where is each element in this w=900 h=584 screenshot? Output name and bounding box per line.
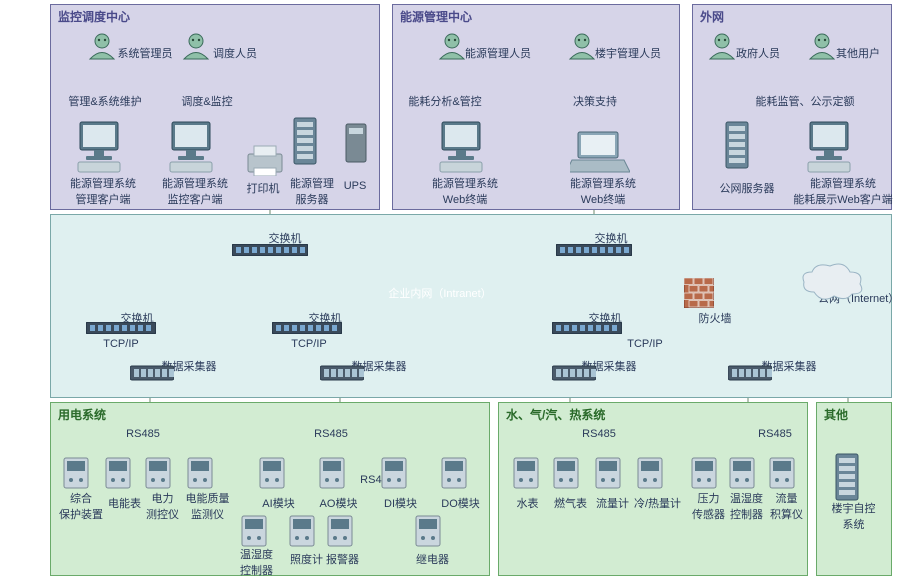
text-label: 能源管理系统Web终端 [558, 175, 648, 207]
text-label: 能源管理系统监控客户端 [150, 175, 240, 207]
text-label: DI模块 [378, 495, 423, 511]
text-label: 其他用户 [828, 45, 888, 61]
device-icon [594, 456, 622, 490]
device-icon [636, 456, 664, 490]
device-icon [326, 514, 354, 548]
text-label: 调度&监控 [172, 93, 242, 109]
device-icon [728, 456, 756, 490]
text-label: 能源管理系统Web终端 [420, 175, 510, 207]
text-label: 管理&系统维护 [60, 93, 150, 109]
text-label: 能源管理系统能耗展示Web客户端 [788, 175, 898, 207]
device-icon [440, 456, 468, 490]
switch-icon [272, 322, 342, 334]
printer-icon [246, 144, 284, 176]
device-icon [62, 456, 90, 490]
data-collector-icon [552, 362, 596, 382]
text-label: 水表 [510, 495, 545, 511]
text-label: RS485 [306, 428, 356, 440]
text-label: 报警器 [320, 551, 365, 567]
person-icon [438, 32, 466, 60]
text-label: RS485 [574, 428, 624, 440]
device-icon [512, 456, 540, 490]
switch-icon [86, 322, 156, 334]
text-label: DO模块 [438, 495, 483, 511]
device-icon [186, 456, 214, 490]
device-icon [414, 514, 442, 548]
device-icon [552, 456, 580, 490]
person-icon [182, 32, 210, 60]
text-label: 系统管理员 [110, 45, 180, 61]
text-label: 综合保护装置 [56, 490, 106, 522]
text-label: RS485 [118, 428, 168, 440]
text-label: 能源管理服务器 [282, 175, 342, 207]
device-icon [318, 456, 346, 490]
text-label: TCP/IP [96, 338, 146, 350]
text-label: RS485 [750, 428, 800, 440]
device-icon [144, 456, 172, 490]
text-label: 电力测控仪 [140, 490, 185, 522]
region-title: 水、气/汽、热系统 [506, 406, 605, 423]
text-label: 流量积算仪 [764, 490, 809, 522]
server-icon [724, 120, 750, 170]
device-icon [690, 456, 718, 490]
person-icon [568, 32, 596, 60]
device-icon [104, 456, 132, 490]
region-title: 外网 [700, 8, 724, 25]
text-label: 流量计 [590, 495, 635, 511]
data-collector-icon [130, 362, 174, 382]
text-label: TCP/IP [284, 338, 334, 350]
firewall-icon [684, 278, 714, 308]
text-label: 楼宇自控系统 [826, 500, 881, 532]
device-icon [240, 514, 268, 548]
text-label: 公网服务器 [712, 180, 782, 196]
pc-icon [76, 120, 124, 174]
text-label: 冷/热量计 [630, 495, 685, 511]
text-label: 继电器 [410, 551, 455, 567]
text-label: 燃气表 [548, 495, 593, 511]
switch-icon [552, 322, 622, 334]
device-icon [380, 456, 408, 490]
switch-icon [556, 244, 632, 256]
pc-icon [168, 120, 216, 174]
device-icon [258, 456, 286, 490]
region-title: 用电系统 [58, 406, 106, 423]
region-title: 监控调度中心 [58, 8, 130, 25]
text-label: 企业内网（Intranet） [370, 285, 510, 301]
text-label: AI模块 [256, 495, 301, 511]
text-label: UPS [340, 180, 370, 192]
text-label: 能耗监管、公示定额 [740, 93, 870, 109]
text-label: 楼宇管理人员 [588, 45, 668, 61]
data-collector-icon [728, 362, 772, 382]
text-label: 电能质量监测仪 [180, 490, 235, 522]
region-title: 能源管理中心 [400, 8, 472, 25]
text-label: 能耗分析&管控 [400, 93, 490, 109]
server-icon [834, 452, 860, 502]
person-icon [88, 32, 116, 60]
device-icon [288, 514, 316, 548]
text-label: 温湿度控制器 [724, 490, 769, 522]
text-label: 调度人员 [205, 45, 265, 61]
text-label: 打印机 [238, 180, 288, 196]
pc-icon [438, 120, 486, 174]
text-label: 能源管理人员 [458, 45, 538, 61]
text-label: 防火墙 [690, 310, 740, 326]
laptop-icon [570, 130, 630, 174]
switch-icon [232, 244, 308, 256]
text-label: 温湿度控制器 [234, 546, 279, 578]
cloud-icon [800, 262, 866, 304]
text-label: 政府人员 [728, 45, 788, 61]
text-label: TCP/IP [620, 338, 670, 350]
data-collector-icon [320, 362, 364, 382]
device-icon [768, 456, 796, 490]
person-icon [708, 32, 736, 60]
text-label: AO模块 [316, 495, 361, 511]
text-label: 能源管理系统管理客户端 [58, 175, 148, 207]
ups-icon [344, 122, 368, 164]
server-icon [292, 116, 318, 166]
text-label: 决策支持 [560, 93, 630, 109]
pc-icon [806, 120, 854, 174]
person-icon [808, 32, 836, 60]
region-title: 其他 [824, 406, 848, 423]
